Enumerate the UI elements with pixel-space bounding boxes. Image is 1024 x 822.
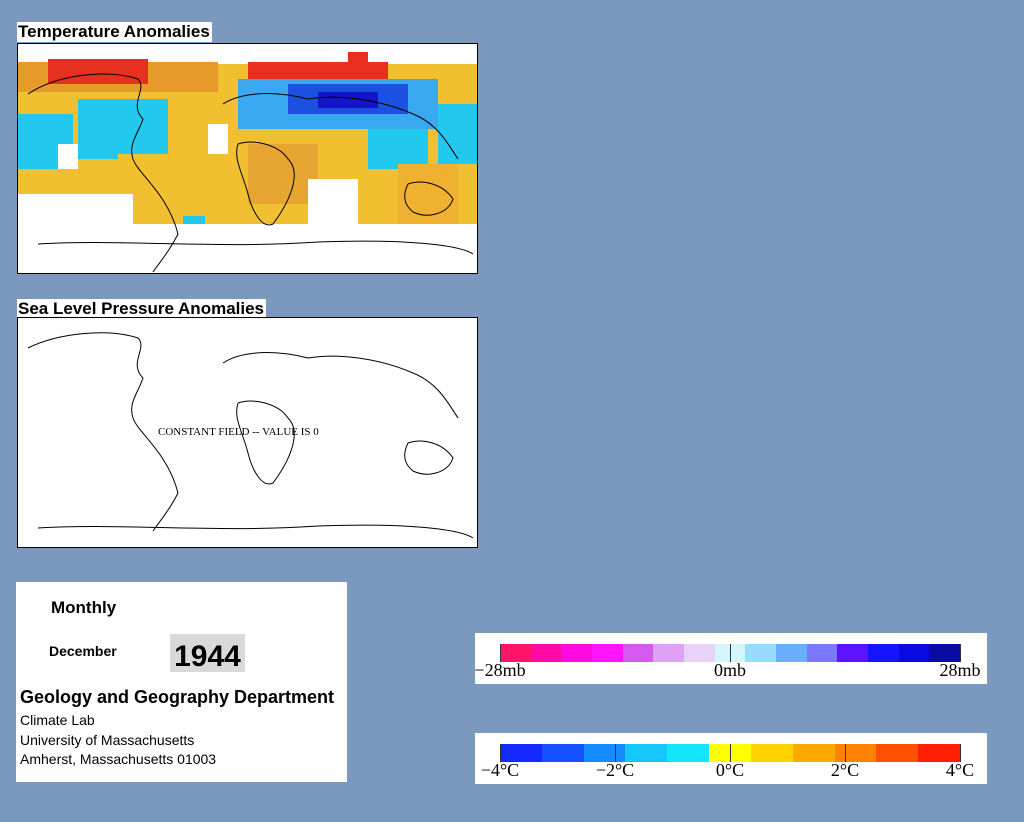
pressure-anomalies-title: Sea Level Pressure Anomalies — [17, 299, 267, 319]
temperature-colorbar — [500, 744, 960, 762]
temperature-legend-label: −2°C — [595, 760, 635, 780]
temperature-color-segment — [750, 744, 793, 762]
temperature-color-segment — [876, 744, 919, 762]
temperature-color-segment — [834, 744, 877, 762]
pressure-color-segment — [653, 644, 684, 662]
temperature-color-segment — [500, 744, 542, 762]
pressure-color-segment — [622, 644, 654, 662]
credit-line-address: Amherst, Massachusetts 01003 — [20, 751, 217, 767]
pressure-color-segment — [775, 644, 807, 662]
pressure-color-segment — [867, 644, 899, 662]
temperature-color-segment — [918, 744, 960, 762]
temperature-color-segment — [792, 744, 835, 762]
pressure-color-segment — [530, 644, 562, 662]
temperature-legend-label: 2°C — [830, 760, 860, 780]
pressure-color-segment — [683, 644, 715, 662]
temperature-anomaly-fields — [18, 52, 477, 273]
temperature-legend-tick — [615, 744, 616, 762]
temperature-legend-tick — [730, 744, 731, 762]
pressure-color-segment — [500, 644, 531, 662]
temperature-color-segment — [583, 744, 626, 762]
pressure-colorbar — [500, 644, 960, 662]
year-label: 1944 — [170, 634, 245, 673]
temperature-color-segment — [709, 744, 751, 762]
temperature-legend-label: 0°C — [715, 760, 745, 780]
pressure-legend-label: −28mb — [474, 660, 526, 680]
constant-field-label: CONSTANT FIELD -- VALUE IS 0 — [158, 426, 319, 438]
month-label: December — [49, 643, 117, 659]
pressure-legend-tick — [500, 644, 501, 662]
temperature-color-segment — [541, 744, 584, 762]
pressure-anomaly-map: CONSTANT FIELD -- VALUE IS 0 — [17, 317, 478, 548]
pressure-color-segment — [561, 644, 592, 662]
temperature-color-segment — [625, 744, 668, 762]
pressure-color-segment — [591, 644, 623, 662]
pressure-legend-label: 0mb — [713, 660, 747, 680]
temperature-anomalies-title: Temperature Anomalies — [17, 22, 212, 42]
temperature-legend: −4°C −2°C 0°C 2°C 4°C — [475, 733, 987, 784]
temperature-map-graphic — [18, 52, 477, 273]
pressure-map-graphic — [27, 332, 474, 539]
temperature-anomaly-map — [17, 43, 478, 274]
pressure-legend: −28mb 0mb 28mb — [474, 633, 987, 684]
pressure-color-segment — [929, 644, 960, 662]
temperature-legend-label: 4°C — [945, 760, 975, 780]
pressure-color-segment — [837, 644, 868, 662]
department-name: Geology and Geography Department — [20, 687, 335, 707]
pressure-coastlines — [27, 332, 474, 539]
pressure-legend-tick — [960, 644, 961, 662]
temperature-legend-tick — [845, 744, 846, 762]
pressure-color-segment — [898, 644, 930, 662]
credit-line-lab: Climate Lab — [20, 712, 95, 728]
temperature-legend-label: −4°C — [480, 760, 520, 780]
pressure-color-segment — [806, 644, 838, 662]
temperature-legend-tick — [500, 744, 501, 762]
pressure-color-segment — [714, 644, 746, 662]
period-label: Monthly — [51, 598, 117, 617]
pressure-color-segment — [745, 644, 776, 662]
temperature-legend-tick — [960, 744, 961, 762]
pressure-legend-label: 28mb — [939, 660, 981, 680]
temperature-color-segment — [667, 744, 710, 762]
pressure-legend-tick — [730, 644, 731, 662]
temperature-coastlines — [27, 73, 474, 273]
credit-line-university: University of Massachusetts — [20, 732, 195, 748]
info-panel: Monthly December 1944 Geology and Geogra… — [16, 582, 347, 782]
